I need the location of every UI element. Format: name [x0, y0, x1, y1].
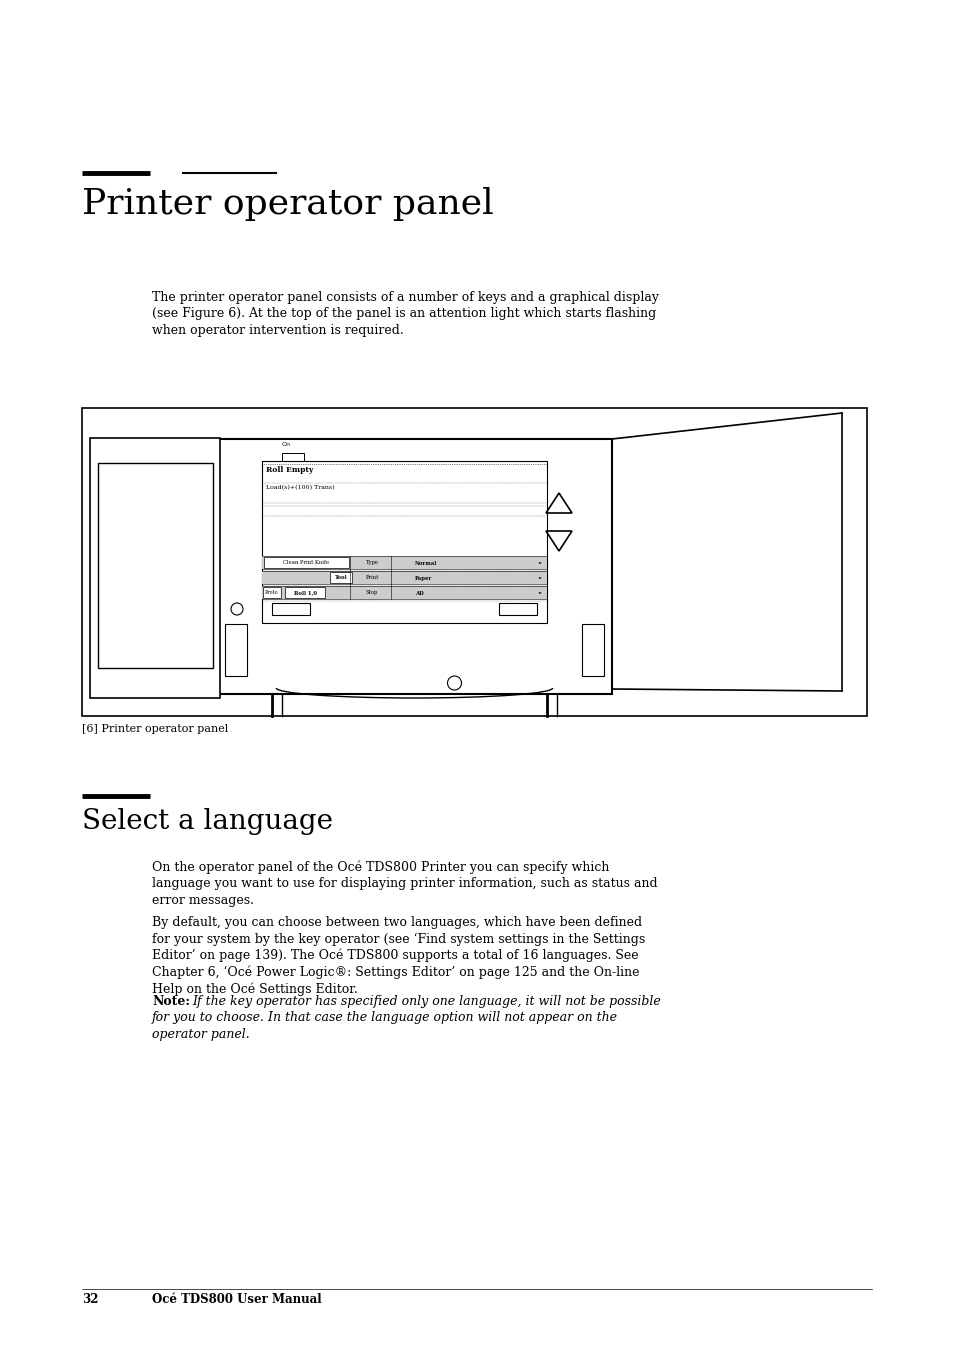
Text: On: On — [282, 442, 291, 447]
Text: operator panel.: operator panel. — [152, 1028, 250, 1042]
Bar — [262, 571, 546, 584]
Bar — [264, 557, 349, 567]
Text: AD: AD — [415, 590, 423, 596]
Text: for your system by the key operator (see ‘Find system settings in the Settings: for your system by the key operator (see… — [152, 932, 644, 946]
Bar — [225, 624, 247, 676]
Bar — [282, 453, 304, 461]
Bar — [263, 586, 281, 598]
Text: ►: ► — [538, 590, 542, 594]
Text: [6] Printer operator panel: [6] Printer operator panel — [82, 724, 228, 734]
Bar — [82, 408, 866, 716]
Bar — [330, 571, 352, 584]
Text: ►: ► — [538, 576, 542, 580]
Text: By default, you can choose between two languages, which have been defined: By default, you can choose between two l… — [152, 916, 641, 929]
Bar — [581, 624, 603, 676]
Text: Océ TDS800 User Manual: Océ TDS800 User Manual — [152, 1293, 321, 1306]
Text: Chapter 6, ‘Océ Power Logic®: Settings Editor’ on page 125 and the On-line: Chapter 6, ‘Océ Power Logic®: Settings E… — [152, 966, 639, 979]
Bar — [498, 603, 537, 615]
Text: Select a language: Select a language — [82, 808, 333, 835]
Text: Roll 1,0: Roll 1,0 — [294, 590, 316, 594]
Text: Proto: Proto — [265, 590, 278, 594]
Text: error messages.: error messages. — [152, 894, 253, 907]
Bar — [90, 438, 220, 698]
Text: Print: Print — [365, 576, 378, 580]
Text: Tool: Tool — [335, 576, 347, 580]
Text: Roll Empty: Roll Empty — [266, 466, 313, 474]
Text: Load(s)+(100) Trans): Load(s)+(100) Trans) — [266, 485, 335, 490]
Bar — [272, 603, 310, 615]
Text: Printer operator panel: Printer operator panel — [82, 186, 494, 222]
Text: ►: ► — [538, 561, 542, 565]
Text: Note:: Note: — [152, 994, 190, 1008]
Bar — [216, 439, 612, 694]
Text: (see Figure 6). At the top of the panel is an attention light which starts flash: (see Figure 6). At the top of the panel … — [152, 308, 656, 320]
Text: Normal: Normal — [415, 561, 436, 566]
Bar — [262, 586, 546, 598]
Text: The printer operator panel consists of a number of keys and a graphical display: The printer operator panel consists of a… — [152, 290, 659, 304]
Bar — [262, 557, 546, 569]
Text: If the key operator has specified only one language, it will not be possible: If the key operator has specified only o… — [192, 994, 660, 1008]
Text: Clean Print Knife: Clean Print Knife — [283, 561, 329, 565]
Text: when operator intervention is required.: when operator intervention is required. — [152, 324, 403, 336]
Text: Paper: Paper — [415, 576, 432, 581]
Bar — [98, 463, 213, 667]
Text: On the operator panel of the Océ TDS800 Printer you can specify which: On the operator panel of the Océ TDS800 … — [152, 861, 609, 874]
Text: for you to choose. In that case the language option will not appear on the: for you to choose. In that case the lang… — [152, 1012, 618, 1024]
Text: Type: Type — [365, 561, 378, 565]
Bar — [285, 586, 325, 598]
Text: Editor’ on page 139). The Océ TDS800 supports a total of 16 languages. See: Editor’ on page 139). The Océ TDS800 sup… — [152, 948, 638, 962]
Bar — [262, 461, 546, 623]
Text: Stop: Stop — [365, 590, 377, 594]
Text: 32: 32 — [82, 1293, 98, 1306]
Text: Help on the Océ Settings Editor.: Help on the Océ Settings Editor. — [152, 982, 357, 996]
Text: language you want to use for displaying printer information, such as status and: language you want to use for displaying … — [152, 878, 657, 890]
